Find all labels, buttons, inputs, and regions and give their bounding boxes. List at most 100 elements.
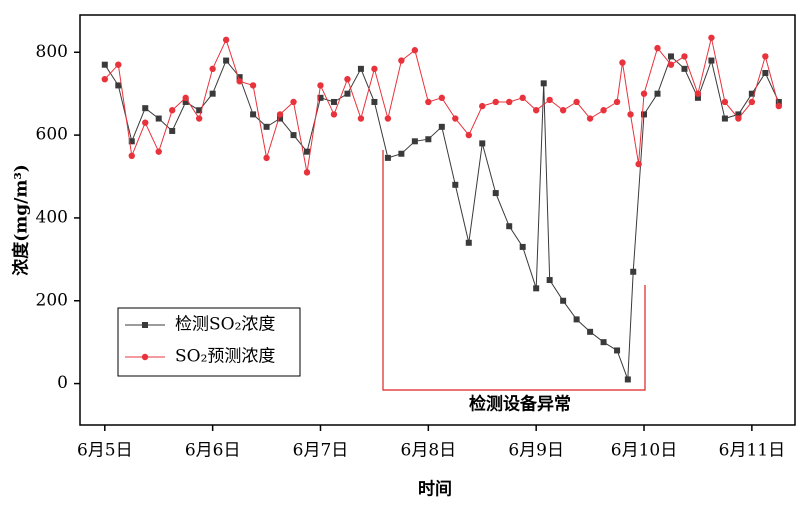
marker (540, 80, 547, 87)
series-line (104, 37, 780, 173)
marker (735, 111, 742, 118)
marker (384, 115, 392, 122)
marker (344, 75, 351, 83)
marker (546, 96, 553, 104)
x-tick-label: 6月9日 (508, 441, 564, 461)
marker (222, 36, 230, 44)
x-axis-label: 时间 (418, 479, 452, 500)
marker (619, 59, 626, 66)
marker (640, 90, 648, 97)
marker (250, 111, 257, 118)
marker (775, 98, 782, 105)
marker (330, 111, 338, 118)
marker (492, 190, 499, 197)
marker (586, 115, 594, 122)
marker (276, 111, 284, 118)
marker (694, 94, 701, 101)
legend-marker (142, 322, 148, 328)
marker (438, 123, 445, 130)
marker (559, 107, 567, 114)
marker (223, 57, 230, 64)
marker (600, 107, 607, 114)
marker (425, 136, 432, 143)
anomaly-bracket (382, 150, 646, 391)
marker (721, 115, 728, 122)
legend-label: 检测SO₂浓度 (175, 315, 275, 335)
marker (613, 98, 621, 106)
marker (762, 53, 769, 60)
marker (452, 181, 459, 188)
marker (600, 339, 607, 346)
marker (277, 115, 284, 122)
marker (452, 115, 459, 122)
marker (519, 243, 526, 250)
marker (775, 102, 783, 110)
marker (317, 82, 324, 89)
x-tick-label: 6月10日 (611, 441, 677, 461)
marker (398, 57, 405, 64)
marker (142, 105, 149, 112)
marker (721, 98, 729, 106)
marker (411, 138, 418, 145)
marker (667, 53, 674, 60)
marker (425, 98, 432, 106)
marker (587, 328, 594, 335)
marker (169, 127, 176, 134)
marker (532, 107, 540, 114)
y-tick-label: 200 (36, 290, 68, 310)
marker (155, 115, 162, 122)
x-tick-label: 6月7日 (293, 441, 349, 461)
marker (115, 82, 122, 89)
marker (614, 347, 621, 354)
marker (624, 376, 631, 383)
marker (344, 90, 351, 97)
annotation: 检测设备异常 (469, 394, 571, 415)
legend-marker (141, 353, 149, 361)
marker (519, 94, 526, 102)
marker (182, 94, 189, 102)
marker (236, 74, 243, 81)
marker (681, 65, 688, 72)
marker (330, 98, 337, 105)
marker (101, 75, 109, 83)
marker (681, 53, 688, 60)
marker (479, 102, 486, 110)
marker (209, 90, 216, 97)
marker (371, 98, 378, 105)
marker (209, 65, 216, 73)
y-tick-label: 0 (57, 373, 68, 393)
x-tick-label: 6月5日 (77, 441, 133, 461)
marker (317, 94, 324, 101)
y-axis-label: 浓度(mg/m³) (11, 164, 32, 276)
marker (560, 297, 567, 304)
marker (101, 61, 108, 68)
marker (641, 111, 648, 118)
marker (533, 285, 540, 292)
marker (290, 98, 297, 106)
marker (142, 119, 149, 126)
marker (546, 277, 553, 284)
marker (735, 115, 742, 122)
marker (694, 90, 702, 97)
marker (128, 138, 135, 145)
marker (667, 61, 675, 68)
marker (506, 223, 513, 230)
marker (479, 140, 486, 147)
marker (290, 132, 297, 139)
y-tick-label: 400 (36, 207, 68, 227)
marker (371, 65, 378, 73)
marker (304, 148, 311, 155)
plot-frame (79, 14, 796, 426)
marker (182, 98, 189, 105)
marker (155, 148, 162, 155)
marker (506, 98, 513, 106)
marker (263, 123, 270, 130)
marker (236, 78, 243, 85)
y-tick-label: 600 (36, 125, 68, 145)
marker (762, 69, 769, 76)
marker (465, 239, 472, 246)
y-tick-label: 800 (36, 42, 68, 62)
marker (384, 154, 391, 161)
